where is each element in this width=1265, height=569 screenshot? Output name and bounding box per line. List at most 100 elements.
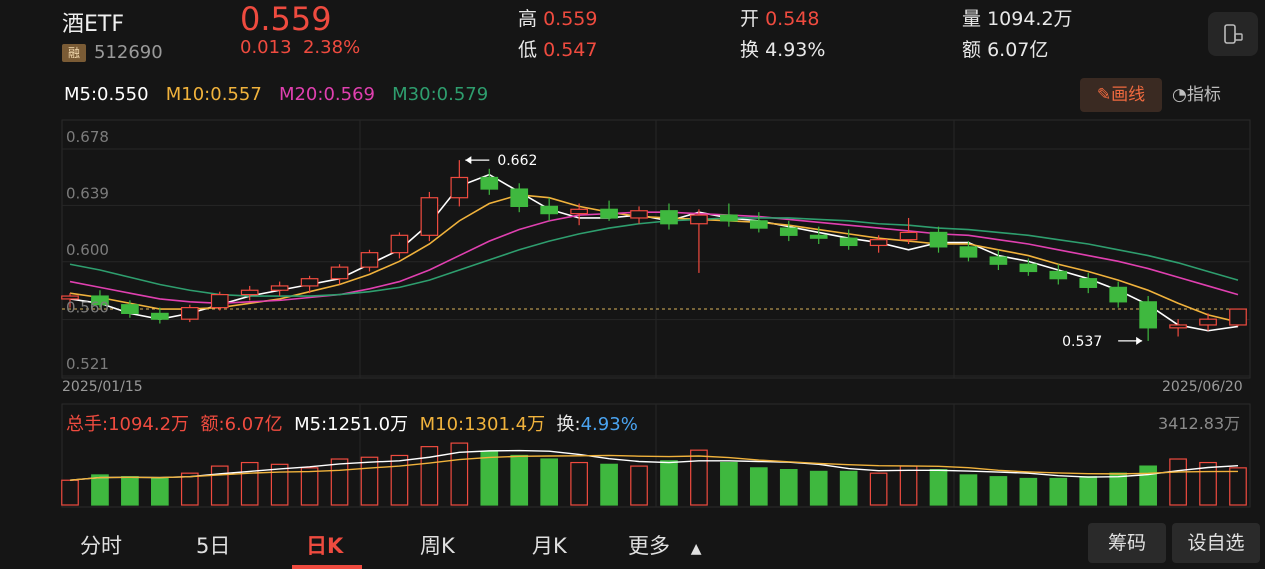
candle-body — [690, 214, 708, 225]
volume-bar — [600, 463, 618, 506]
ma10-label: M10:0.557 — [165, 84, 262, 105]
tab-5day[interactable]: 5日 — [196, 534, 231, 558]
candle-body — [869, 239, 888, 247]
vol-m10: M10:1301.4万 — [419, 414, 546, 435]
volume-ma-lines — [69, 449, 1239, 481]
volume-bar — [869, 472, 888, 506]
candle-body — [630, 210, 648, 219]
turnover-value: 4.93% — [765, 39, 826, 61]
volume-bar — [91, 474, 109, 506]
volume-bar — [809, 470, 828, 506]
volume-bar — [929, 469, 948, 506]
candle-body — [61, 295, 79, 300]
volume-ma5-line — [69, 449, 1239, 481]
volume-value: 1094.2万 — [987, 8, 1073, 30]
ma5-label: M5:0.550 — [64, 84, 149, 105]
volume-bar — [1169, 458, 1187, 506]
candle-body — [450, 176, 469, 199]
volume-bar — [240, 461, 259, 506]
candle-body — [720, 214, 738, 222]
volume-bar — [480, 451, 499, 506]
landscape-toggle-button[interactable] — [1208, 12, 1258, 56]
candle-body — [1229, 308, 1247, 326]
tab-intraday[interactable]: 分时 — [80, 534, 122, 558]
volume-bar — [1199, 461, 1217, 506]
candle-body — [390, 234, 409, 254]
vol-turnover: 4.93% — [580, 414, 638, 435]
tab-daily[interactable]: 日K — [306, 534, 344, 558]
candle-body — [210, 293, 229, 309]
volume-bar — [690, 449, 708, 506]
caret-up-icon: ▲ — [690, 541, 702, 557]
tab-more-label: 更多 — [628, 534, 670, 558]
security-name: 酒ETF — [62, 12, 124, 37]
volume-bar — [330, 458, 349, 506]
volume-bar — [570, 461, 588, 506]
total-volume: 总手:1094.2万 — [66, 414, 190, 435]
volume-bar — [420, 446, 439, 506]
candle-body — [1049, 270, 1068, 280]
high-stat: 高 0.559 — [518, 4, 597, 31]
y-tick-label: 0.639 — [66, 184, 109, 202]
y-tick-label: 0.600 — [66, 241, 109, 259]
vol-m5: M5:1251.0万 — [294, 414, 409, 435]
amount-value: 6.07亿 — [987, 39, 1049, 61]
candle-body — [929, 231, 948, 248]
draw-line-label: 画线 — [1111, 85, 1146, 105]
volume-max: 3412.83万 — [1158, 414, 1241, 433]
tab-weekly[interactable]: 周K — [420, 534, 455, 558]
candle-body — [240, 289, 259, 296]
candle-body — [570, 208, 588, 215]
volume-bar — [1229, 467, 1247, 506]
candle-body — [839, 237, 858, 247]
volume-bar — [210, 465, 229, 506]
candle-body — [899, 231, 918, 241]
total-amount: 额:6.07亿 — [200, 414, 283, 435]
candle-body — [480, 176, 499, 190]
tab-monthly[interactable]: 月K — [532, 534, 567, 558]
ma-line-m5 — [69, 173, 1239, 332]
candle-body — [360, 252, 379, 268]
candle-body — [959, 246, 978, 258]
ma-lines — [69, 173, 1239, 332]
add-watchlist-button[interactable]: 设自选 — [1172, 523, 1260, 563]
volume-bar — [1049, 477, 1068, 506]
candle-body — [1139, 301, 1157, 329]
amount-label: 额 — [962, 39, 982, 61]
chips-button[interactable]: 筹码 — [1088, 523, 1166, 563]
volume-bar — [630, 465, 648, 506]
candle-body — [180, 307, 199, 320]
y-tick-label: 0.678 — [66, 128, 109, 146]
last-price: 0.559 — [240, 0, 332, 38]
volume-bar — [390, 454, 409, 506]
candle-body — [1019, 263, 1038, 273]
turnover-label: 换 — [740, 39, 760, 61]
ma20-label: M20:0.569 — [278, 84, 375, 105]
draw-line-button[interactable]: ✎画线 — [1080, 78, 1162, 112]
tab-more[interactable]: 更多 ▲ — [628, 530, 701, 560]
open-value: 0.548 — [765, 8, 820, 30]
volume-bar — [1139, 465, 1157, 506]
indicator-label: 指标 — [1186, 85, 1221, 105]
volume-bar — [1079, 476, 1098, 506]
margin-badge: 融 — [62, 44, 86, 62]
low-stat: 低 0.547 — [518, 35, 597, 62]
candle-body — [600, 208, 618, 219]
ma-line-m10 — [69, 194, 1239, 323]
volume-bar — [151, 477, 169, 506]
open-stat: 开 0.548 — [740, 4, 819, 31]
volume-bar — [660, 460, 678, 506]
y-tick-label: 0.521 — [66, 355, 109, 373]
indicator-button[interactable]: ◔指标 — [1172, 80, 1221, 105]
candle-body — [91, 295, 109, 306]
candle-body — [1199, 318, 1217, 326]
candle-body — [540, 205, 559, 215]
candle-body — [330, 266, 349, 280]
kline-chart[interactable]: 0.678 0.639 0.600 0.560 0.521 0.662 0.537 — [0, 0, 1265, 517]
volume-bar — [270, 463, 289, 506]
price-change: 0.013 2.38% — [240, 37, 360, 58]
change-percent: 2.38% — [302, 37, 361, 58]
volume-bar — [989, 476, 1008, 506]
volume-bar — [1109, 472, 1128, 506]
candle-body — [300, 278, 319, 287]
